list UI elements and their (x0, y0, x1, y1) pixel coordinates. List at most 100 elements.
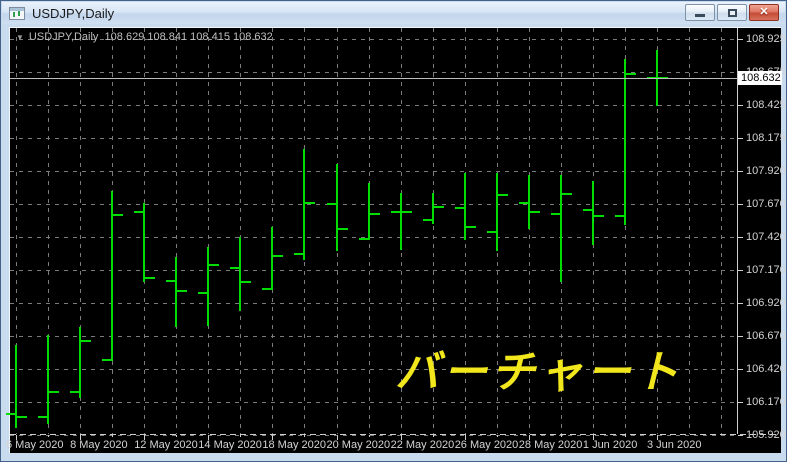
ohlc-bar (143, 203, 146, 283)
horizontal-gridline (10, 137, 737, 139)
vertical-gridline (432, 28, 434, 434)
ohlc-close-tick (465, 225, 476, 228)
ohlc-close-tick (49, 390, 60, 393)
ohlc-close-tick (81, 340, 92, 343)
time-axis-tick (464, 435, 466, 440)
ohlc-open-tick (486, 231, 497, 234)
chart-window-icon (9, 6, 25, 20)
time-axis-tick (400, 435, 402, 440)
ohlc-close-tick (497, 194, 508, 197)
ohlc-open-tick (166, 279, 177, 282)
price-tick-label: 107.420 (746, 231, 786, 244)
price-axis-tick (738, 204, 743, 206)
bar-chart-text-annotation[interactable]: バーチャート (395, 348, 683, 397)
price-tick-label: 108.425 (746, 98, 786, 111)
date-tick-label: 22 May 2020 (390, 439, 455, 451)
vertical-gridline (208, 28, 210, 434)
price-tick-label: 107.170 (746, 264, 786, 277)
vertical-gridline (240, 28, 242, 434)
vertical-gridline (48, 28, 50, 434)
horizontal-gridline (10, 204, 737, 206)
ohlc-bar (175, 257, 178, 327)
restore-button[interactable] (717, 4, 747, 21)
date-tick-label: 18 May 2020 (262, 439, 326, 451)
time-axis[interactable]: 6 May 2020 8 May 2020 12 May 2020 14 May 20… (6, 435, 782, 454)
time-axis-tick (528, 435, 530, 440)
title-bar[interactable]: USDJPY,Daily ✕ (2, 2, 785, 24)
horizontal-gridline (10, 171, 737, 173)
price-axis-tick (738, 137, 743, 139)
horizontal-gridline (10, 369, 737, 371)
ohlc-close-tick (305, 202, 316, 205)
ohlc-open-tick (38, 415, 49, 418)
date-tick-label: 12 May 2020 (134, 439, 198, 451)
ohlc-bar (303, 149, 306, 260)
chart-ohlc-label: ▼ USDJPY,Daily 108.629 108.841 108.415 1… (16, 31, 273, 43)
chevron-down-icon[interactable]: ▼ (16, 32, 24, 42)
window-controls: ✕ (685, 4, 779, 21)
ohlc-open-tick (582, 208, 593, 211)
ohlc-open-tick (358, 237, 369, 240)
ohlc-bar (399, 192, 402, 251)
date-tick-label: 6 May 2020 (6, 439, 64, 451)
ohlc-open-tick (550, 212, 561, 215)
price-tick-label: 106.920 (746, 297, 786, 310)
ohlc-close-tick (273, 254, 284, 257)
time-axis-tick (592, 435, 594, 440)
ohlc-open-tick (518, 202, 529, 205)
ohlc-close-tick (625, 72, 636, 75)
plot-area[interactable] (6, 28, 737, 436)
price-tick-label: 105.920 (746, 429, 786, 441)
horizontal-gridline (10, 39, 737, 40)
price-tick-label: 108.175 (746, 131, 786, 144)
minimize-button[interactable] (685, 4, 715, 21)
time-axis-tick (48, 435, 50, 437)
ohlc-bar (335, 163, 338, 251)
ohlc-bar (111, 191, 114, 362)
price-axis-tick (738, 336, 743, 338)
date-tick-label: 14 May 2020 (198, 439, 262, 451)
time-axis-tick (112, 435, 114, 437)
horizontal-gridline (10, 270, 737, 272)
ohlc-bar (591, 180, 594, 246)
time-axis-tick (272, 435, 274, 440)
ohlc-close-tick (209, 264, 220, 266)
ohlc-close-tick (177, 290, 188, 293)
current-price-value: 108.632 (741, 71, 781, 84)
time-axis-separator (10, 434, 782, 435)
price-axis-tick (738, 237, 743, 239)
price-axis-tick (738, 270, 743, 272)
ohlc-open-tick (70, 390, 81, 393)
ohlc-open-tick (230, 266, 241, 269)
price-tick-label: 108.925 (746, 33, 786, 45)
time-axis-tick (336, 435, 338, 440)
time-axis-tick (368, 435, 370, 437)
vertical-gridline (176, 28, 178, 434)
restore-icon (727, 8, 737, 17)
ohlc-close-tick (145, 277, 156, 280)
ohlc-open-tick (294, 253, 305, 256)
price-tick-label: 106.420 (746, 363, 786, 376)
horizontal-gridline (10, 71, 737, 73)
date-tick-label: 28 May 2020 (518, 439, 583, 451)
horizontal-gridline (10, 237, 737, 239)
ohlc-bar (239, 237, 242, 312)
vertical-gridline (16, 28, 17, 434)
price-axis-tick (738, 369, 743, 371)
close-button[interactable]: ✕ (749, 4, 779, 21)
price-axis[interactable]: 108.925108.675108.425108.175107.920107.6… (738, 28, 786, 441)
date-tick-label: 1 Jun 2020 (582, 439, 638, 451)
price-tick-label: 106.670 (746, 330, 786, 343)
ohlc-bar (271, 226, 274, 291)
horizontal-gridline (10, 104, 737, 106)
ohlc-open-tick (6, 412, 16, 415)
ohlc-bar (79, 326, 82, 399)
ohlc-close-tick (17, 415, 27, 418)
current-price-line (10, 77, 737, 79)
horizontal-gridline (10, 336, 737, 338)
price-axis-tick (738, 39, 743, 40)
time-axis-tick (208, 435, 210, 440)
ohlc-open-tick (326, 203, 337, 206)
time-axis-tick (240, 435, 242, 437)
